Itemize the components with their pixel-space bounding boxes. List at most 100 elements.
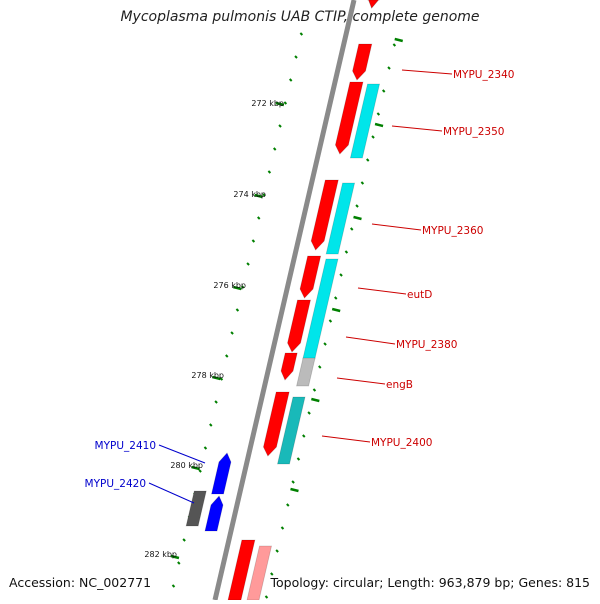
label-leader-line (371, 223, 422, 231)
scale-tick (291, 480, 295, 484)
gene-arrow-engb[interactable] (281, 353, 298, 380)
scale-tick (219, 377, 224, 381)
scale-tick (198, 469, 202, 473)
gene-labels: MYPU_2340 MYPU_2350 MYPU_2360 eutD MYPU_2380… (85, 69, 514, 504)
scale-tick (376, 112, 381, 116)
scale-tick (262, 193, 266, 197)
gene-arrow-mypu-2380-outline (287, 299, 312, 353)
gene-arrow-mypu-2400-outline (263, 391, 290, 457)
scale-tick (203, 446, 208, 450)
scale-major-tick (353, 215, 362, 221)
scale-label: 274 kbp (233, 190, 266, 199)
scale-major-tick (290, 487, 299, 493)
scale-label: 280 kbp (170, 461, 203, 470)
gene-arrow[interactable] (368, 0, 379, 8)
scale-tick (209, 423, 213, 427)
scale-tick (350, 227, 354, 231)
rna-block-engb[interactable] (296, 358, 316, 386)
gene-label[interactable]: MYPU_2360 (422, 225, 483, 237)
gene-arrow-mypu-2360-outline (310, 179, 339, 251)
gene-arrow-mypu-2360[interactable] (311, 180, 339, 250)
gene-label[interactable]: MYPU_2340 (453, 69, 514, 81)
gene-label[interactable]: engB (386, 379, 413, 391)
scale-tick (283, 101, 288, 105)
genome-backbone (212, 0, 357, 601)
scale-tick (392, 43, 397, 47)
scale-tick (235, 308, 240, 312)
gene-arrow-mypu-2420[interactable] (204, 496, 224, 531)
scale-tick (251, 239, 256, 243)
label-leader-line (345, 336, 396, 345)
scale-tick (280, 526, 285, 530)
scale-tick (278, 124, 282, 128)
scale-tick (182, 538, 186, 542)
scale-major-tick (374, 122, 384, 128)
label-leader-line (401, 69, 453, 75)
scale-tick (225, 354, 229, 358)
scale-labels: 272 kbp 274 kbp 276 kbp 278 kbp 280 kbp 282 k… (144, 99, 284, 559)
gene-arrow-eutd[interactable] (300, 256, 321, 298)
map-title: Mycoplasma pulmonis UAB CTIP, complete g… (120, 9, 480, 25)
scale-tick (339, 273, 343, 277)
cds-block-mypu-2360[interactable] (326, 183, 355, 254)
scale-tick (294, 55, 298, 59)
gene-arrow-outline (367, 0, 380, 9)
scale-tick (387, 66, 391, 70)
scale-tick (296, 457, 301, 461)
gene-arrow[interactable] (247, 546, 272, 600)
scale-tick (177, 561, 181, 565)
scale-tick (171, 584, 176, 588)
scale-tick (246, 262, 250, 266)
gene-arrow[interactable] (228, 540, 255, 600)
gene-label[interactable]: MYPU_2420 (85, 478, 146, 490)
scale-major-tick (254, 193, 263, 199)
gene-label[interactable]: MYPU_2350 (443, 126, 504, 138)
gene-arrow-mypu-2420-outline (204, 495, 224, 532)
gene-arrow-mypu-2340-outline (352, 43, 373, 81)
scale-tick (273, 147, 277, 151)
gene-label[interactable]: MYPU_2400 (371, 437, 432, 449)
gene-arrow-mypu-2340[interactable] (352, 44, 372, 80)
scale-tick (214, 400, 218, 404)
scale-major-tick (170, 554, 180, 560)
label-leader-line (148, 482, 195, 504)
scale-major-tick (275, 101, 285, 107)
scale-tick (264, 595, 269, 599)
gene-arrow-mypu-2350[interactable] (335, 82, 364, 154)
scale-tick (366, 158, 370, 162)
cds-block-mypu-2400[interactable] (277, 397, 306, 464)
gene-arrow-mypu-2410-outline (211, 452, 232, 495)
scale-label: 272 kbp (251, 99, 284, 108)
cds-block-eutd[interactable] (302, 259, 338, 359)
scale-tick (312, 388, 317, 392)
gene-label[interactable]: eutD (407, 289, 432, 301)
accession-text: Accession: NC_002771 (9, 575, 152, 590)
cds-block-mypu-2400-outline (277, 396, 306, 465)
scale-tick (328, 319, 333, 323)
scale-major-tick (394, 37, 404, 43)
scale-label: 278 kbp (191, 371, 224, 380)
gene-arrow-mypu-2400[interactable] (263, 392, 290, 456)
scale-label: 276 kbp (213, 281, 246, 290)
scale-tick (257, 216, 261, 220)
scale-major-tick (232, 285, 242, 291)
scale-tick (230, 331, 234, 335)
scale-tick (241, 285, 245, 289)
gene-label[interactable]: MYPU_2380 (396, 339, 457, 351)
label-leader-line (391, 125, 443, 132)
gene-arrow-mypu-2410[interactable] (211, 453, 231, 494)
gene-arrow-engb-outline (280, 352, 298, 381)
scale-tick (299, 32, 304, 36)
cds-block-mypu-2350[interactable] (350, 84, 380, 158)
cds-block-mypu-2360-outline (325, 182, 356, 255)
scale-tick (318, 365, 322, 369)
gene-label[interactable]: MYPU_2410 (95, 440, 156, 452)
scale-tick (286, 503, 290, 507)
scale-major-tick (212, 375, 221, 381)
gene-arrow-mypu-2380[interactable] (287, 300, 311, 352)
gene-block-grey-outline (185, 490, 207, 527)
label-leader-line (158, 444, 206, 464)
gene-block-grey[interactable] (186, 491, 207, 526)
